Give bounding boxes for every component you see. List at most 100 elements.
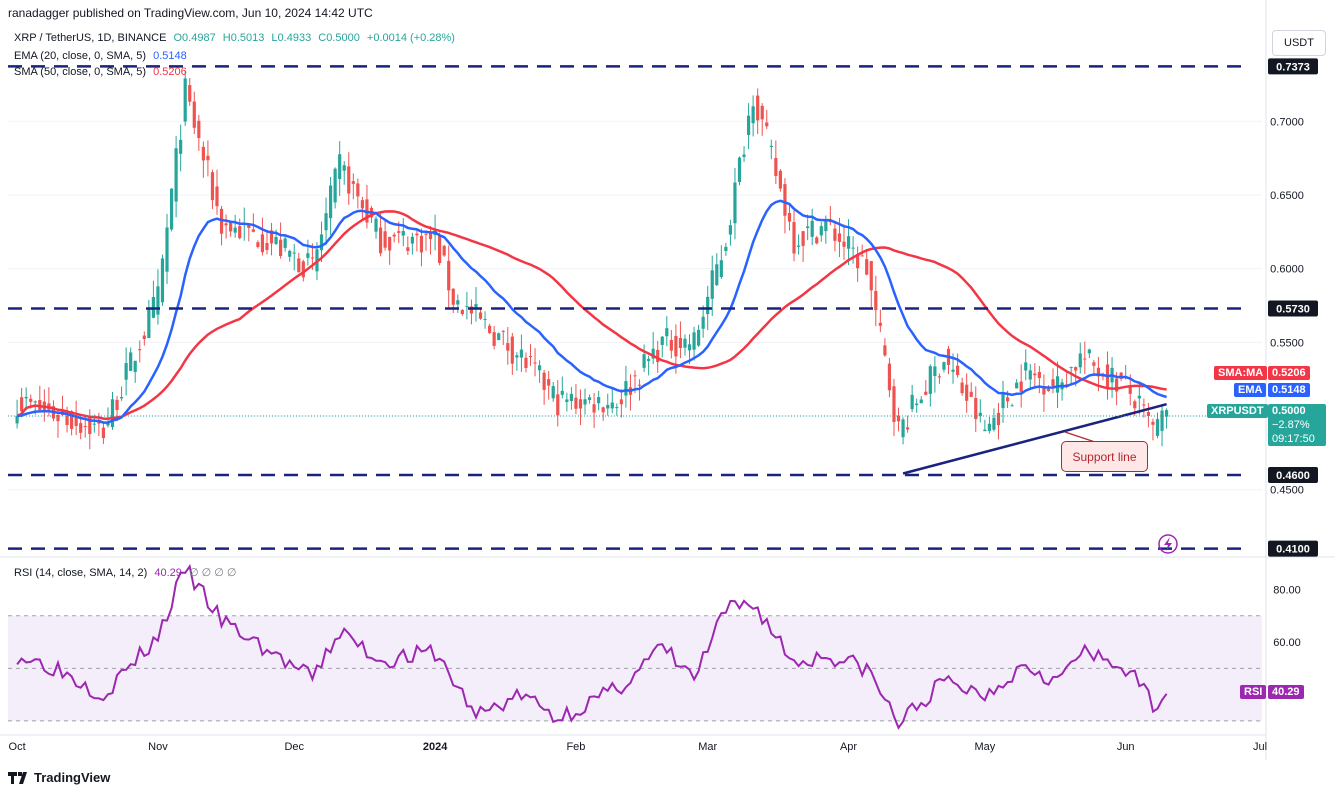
candle-body[interactable] — [915, 403, 919, 406]
candle-body[interactable] — [837, 233, 842, 242]
candle-body[interactable] — [706, 296, 710, 315]
candle-body[interactable] — [910, 394, 914, 410]
candle-body[interactable] — [1042, 386, 1046, 395]
candle-body[interactable] — [583, 399, 587, 405]
candle-body[interactable] — [878, 322, 882, 326]
candle-body[interactable] — [1033, 373, 1037, 376]
candle-body[interactable] — [746, 115, 751, 136]
candle-body[interactable] — [919, 399, 923, 404]
candle-body[interactable] — [1001, 394, 1005, 409]
candle-body[interactable] — [637, 384, 642, 386]
candle-body[interactable] — [647, 359, 651, 362]
candle-body[interactable] — [469, 306, 474, 314]
candle-body[interactable] — [1055, 376, 1060, 393]
candle-body[interactable] — [937, 376, 942, 378]
candle-body[interactable] — [774, 157, 778, 177]
candle-body[interactable] — [587, 397, 592, 401]
candle-body[interactable] — [769, 145, 773, 147]
candle-body[interactable] — [906, 427, 910, 430]
candle-body[interactable] — [733, 182, 737, 224]
candle-body[interactable] — [1115, 378, 1119, 392]
candle-body[interactable] — [833, 228, 837, 241]
candle-body[interactable] — [928, 366, 932, 394]
candle-body[interactable] — [506, 343, 510, 351]
candle-body[interactable] — [24, 396, 28, 399]
candle-body[interactable] — [301, 261, 305, 278]
candle-body[interactable] — [174, 148, 178, 202]
candle-body[interactable] — [465, 306, 469, 308]
candle-body[interactable] — [515, 355, 519, 358]
candle-body[interactable] — [74, 416, 78, 427]
candle-body[interactable] — [1046, 388, 1051, 392]
candle-body[interactable] — [942, 362, 946, 370]
candle-body[interactable] — [20, 397, 24, 412]
candle-body[interactable] — [283, 238, 287, 248]
candle-body[interactable] — [551, 386, 555, 399]
candle-body[interactable] — [1142, 404, 1146, 406]
candle-body[interactable] — [488, 325, 492, 333]
candle-body[interactable] — [256, 242, 260, 247]
candle-body[interactable] — [810, 220, 814, 237]
candle-body[interactable] — [883, 345, 887, 356]
candle-body[interactable] — [179, 139, 183, 154]
candle-body[interactable] — [188, 85, 192, 102]
candle-body[interactable] — [1151, 421, 1155, 425]
candle-body[interactable] — [1005, 397, 1010, 402]
candle-body[interactable] — [124, 363, 128, 380]
candle-body[interactable] — [1087, 349, 1091, 354]
candle-body[interactable] — [397, 231, 401, 233]
candle-body[interactable] — [269, 230, 274, 244]
candle-body[interactable] — [274, 237, 278, 244]
candle-body[interactable] — [678, 338, 683, 349]
candle-body[interactable] — [710, 270, 714, 299]
candle-body[interactable] — [565, 399, 569, 402]
candle-body[interactable] — [578, 399, 583, 409]
candle-body[interactable] — [592, 404, 596, 413]
price-pane[interactable] — [8, 65, 1262, 550]
candle-body[interactable] — [1037, 372, 1041, 379]
candle-body[interactable] — [624, 381, 628, 396]
candle-body[interactable] — [828, 221, 832, 223]
candle-body[interactable] — [856, 254, 860, 269]
candle-body[interactable] — [351, 181, 355, 184]
candle-body[interactable] — [1133, 401, 1137, 409]
candle-body[interactable] — [806, 226, 810, 229]
candle-body[interactable] — [419, 235, 424, 253]
candle-body[interactable] — [83, 425, 87, 427]
candle-body[interactable] — [965, 384, 969, 401]
candle-body[interactable] — [569, 393, 573, 401]
candle-body[interactable] — [215, 186, 219, 207]
candle-body[interactable] — [819, 226, 823, 236]
candle-body[interactable] — [1092, 362, 1096, 366]
candle-body[interactable] — [574, 397, 578, 409]
candle-body[interactable] — [224, 223, 228, 226]
candle-body[interactable] — [1119, 372, 1123, 379]
candle-body[interactable] — [56, 414, 60, 422]
candle-body[interactable] — [388, 236, 392, 251]
candle-body[interactable] — [656, 349, 660, 363]
candle-body[interactable] — [110, 399, 115, 428]
rsi-pane[interactable] — [8, 563, 1262, 730]
candle-body[interactable] — [229, 221, 233, 232]
symbol-name[interactable]: XRP / TetherUS, 1D, BINANCE — [14, 32, 167, 44]
candle-body[interactable] — [824, 219, 828, 232]
candle-body[interactable] — [715, 264, 719, 286]
candle-body[interactable] — [1096, 367, 1101, 377]
candle-body[interactable] — [760, 105, 764, 120]
candle-body[interactable] — [874, 290, 878, 311]
candle-body[interactable] — [70, 411, 74, 429]
candle-body[interactable] — [1019, 381, 1023, 392]
candle-body[interactable] — [801, 231, 805, 246]
candle-body[interactable] — [869, 261, 873, 291]
candle-body[interactable] — [292, 252, 296, 254]
support-trendline[interactable] — [902, 403, 1167, 475]
candle-body[interactable] — [169, 188, 174, 230]
candle-body[interactable] — [406, 247, 410, 251]
candle-body[interactable] — [955, 365, 960, 376]
candle-body[interactable] — [451, 288, 455, 305]
currency-button[interactable]: USDT — [1272, 30, 1326, 56]
candle-body[interactable] — [846, 236, 851, 249]
candle-body[interactable] — [892, 386, 896, 422]
candle-body[interactable] — [1024, 362, 1028, 371]
candle-body[interactable] — [156, 286, 160, 315]
